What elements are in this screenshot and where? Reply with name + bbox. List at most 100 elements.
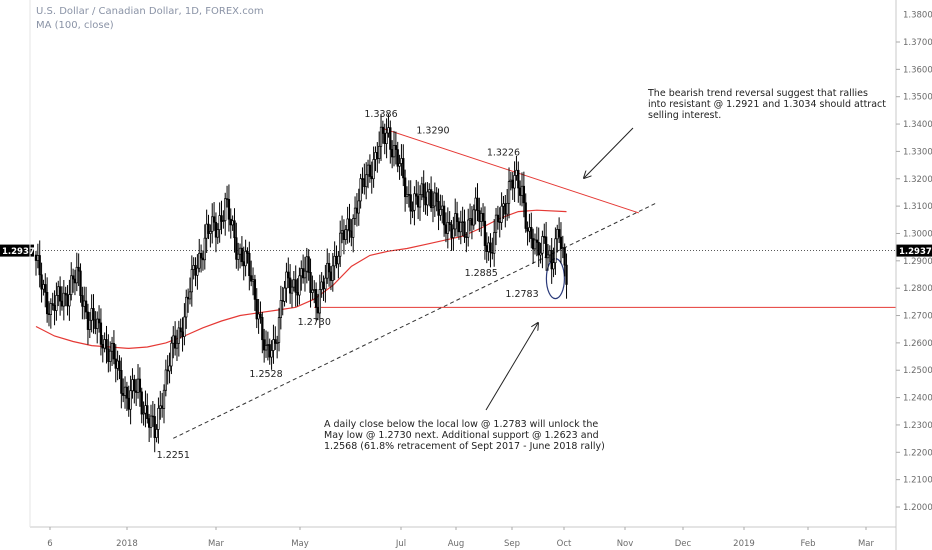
candle-body (151, 415, 155, 418)
candle-body (481, 213, 485, 222)
candle-body (474, 197, 477, 211)
y-tick-label: 1.37000 (903, 38, 932, 48)
candle-body (426, 191, 429, 206)
current-price-tag-right (896, 244, 932, 257)
candle-body (276, 342, 279, 344)
candle-body (36, 255, 40, 261)
candle-body (489, 242, 492, 253)
candle-body (520, 185, 524, 196)
candle-body (457, 221, 461, 233)
candle-body (472, 209, 475, 226)
level-label: 1.2885 (465, 268, 498, 279)
candle-body (51, 303, 54, 306)
candle-body (415, 193, 418, 197)
level-label: 1.2783 (505, 289, 538, 300)
y-tick-label: 1.33000 (903, 147, 932, 157)
candle-body (424, 196, 427, 206)
candle-body (120, 370, 123, 394)
candle-body (322, 281, 325, 290)
candle-body (543, 236, 546, 238)
candle-body (68, 294, 71, 307)
current-price-tag-left (0, 244, 34, 257)
candle-body (166, 369, 169, 372)
candle-body (455, 213, 459, 222)
candle-body (561, 247, 564, 249)
candle-body (509, 179, 513, 182)
candle-body (224, 198, 227, 221)
candle-body (361, 178, 364, 180)
candle-body (535, 239, 538, 243)
candle-body (58, 286, 62, 302)
candle-body (376, 151, 379, 159)
candle-body (372, 159, 375, 180)
candle-body (135, 390, 138, 393)
candle-body (452, 228, 455, 238)
candle-body (405, 194, 409, 198)
candle-body (183, 316, 186, 337)
candle-body (227, 199, 231, 220)
lower-annotation: A daily close below the local low @ 1.27… (324, 419, 605, 452)
candle-body (442, 205, 446, 226)
candle-body (461, 221, 464, 223)
candle-body (305, 256, 308, 272)
candle-body (394, 145, 398, 150)
candle-body (237, 253, 240, 260)
candle-body (105, 339, 108, 350)
candle-body (288, 277, 292, 294)
candle-body (340, 230, 344, 234)
candle-body (186, 296, 190, 300)
current-price-tag-right-label: 1.29374 (899, 247, 932, 257)
candle-body (285, 271, 288, 289)
candle-body (159, 405, 162, 409)
candle-body (409, 194, 412, 212)
x-tick-label: 2018 (116, 539, 138, 549)
candle-body (88, 319, 91, 330)
candle-body (190, 269, 193, 293)
candle-body (125, 386, 129, 399)
candle-body (357, 200, 360, 214)
drawing-lines: 1.29374 1.29374 (0, 127, 932, 439)
candle-body (511, 179, 514, 189)
x-tick-label: Feb (800, 539, 815, 549)
candle-body (326, 262, 329, 279)
candle-body (494, 214, 498, 233)
candle-body (138, 378, 142, 393)
candle-body (550, 250, 553, 270)
candle-body (255, 299, 258, 320)
y-tick-label: 1.25000 (903, 366, 932, 376)
candle-body (222, 220, 225, 222)
upper-arrow (584, 127, 634, 178)
candle-body (379, 126, 383, 147)
candle-body (116, 360, 119, 369)
candle-body (301, 268, 305, 279)
candle-body (435, 192, 438, 202)
candle-body (231, 220, 234, 226)
candle-body (207, 223, 210, 234)
y-tick-label-top: 1.38000 (903, 11, 932, 21)
x-tick-label: Jul (395, 539, 406, 549)
candle-body (225, 198, 229, 200)
y-tick-label: 1.24000 (903, 394, 932, 404)
candle-body (296, 291, 299, 296)
candle-body (79, 270, 82, 296)
candle-body (318, 289, 321, 314)
candle-body (402, 158, 405, 179)
candle-body (476, 197, 479, 212)
upper-annotation: The bearish trend reversal suggest that … (648, 88, 886, 121)
support-trendline (173, 202, 656, 439)
candle-body (537, 242, 540, 256)
current-price-tag-left-label: 1.29374 (2, 247, 41, 257)
candle-body (96, 318, 99, 329)
candle-body (53, 304, 56, 311)
candle-body (418, 194, 422, 208)
candle-body (300, 268, 303, 277)
candle-body (97, 318, 101, 324)
candle-body (391, 149, 394, 158)
candle-body (470, 218, 474, 226)
candle-body (45, 291, 49, 315)
x-tick-label: 6 (47, 539, 52, 549)
candle-body (448, 222, 451, 226)
candle-body (307, 256, 310, 273)
